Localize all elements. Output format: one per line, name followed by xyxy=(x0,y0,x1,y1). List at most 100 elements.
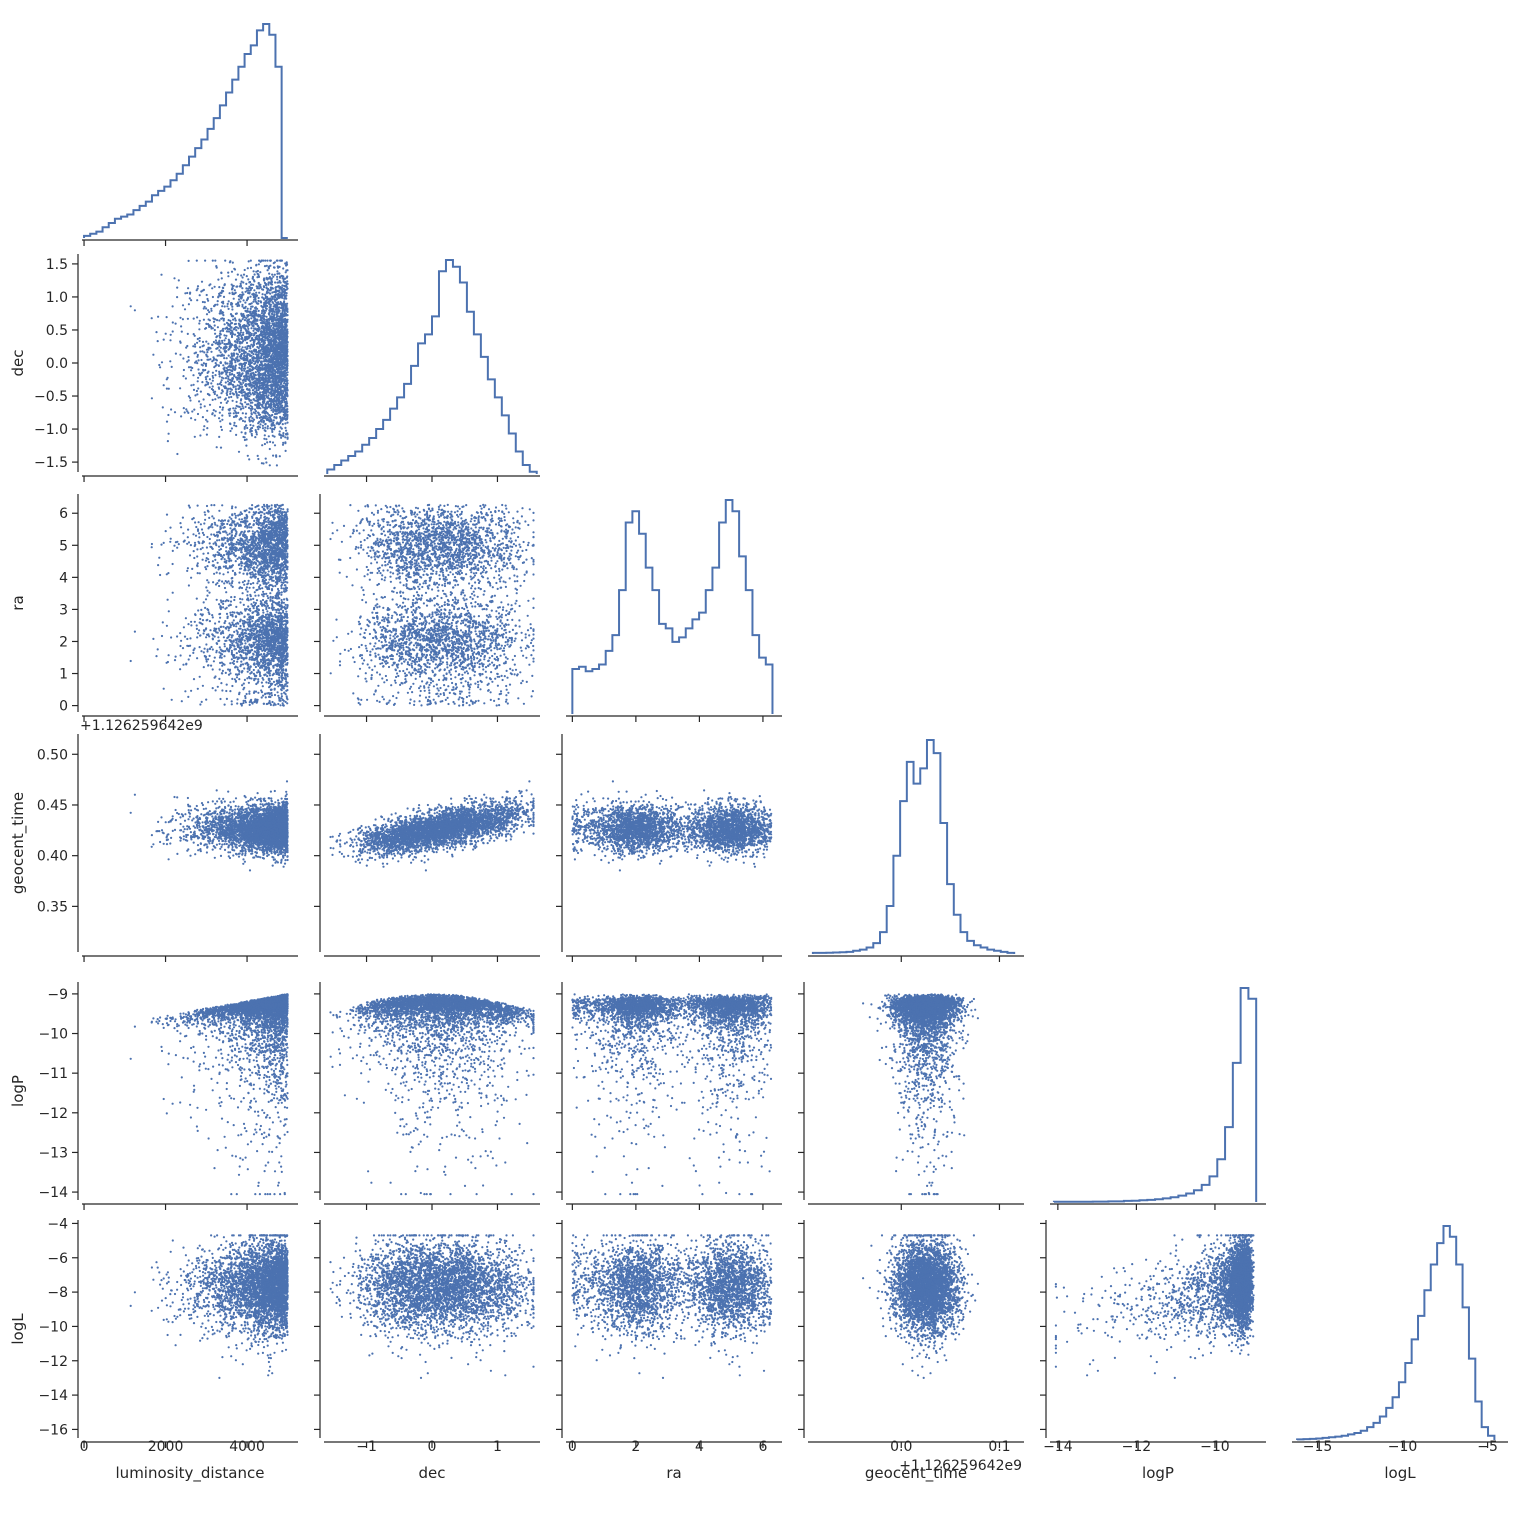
point xyxy=(241,394,243,396)
point xyxy=(238,394,240,396)
point xyxy=(253,299,255,301)
point xyxy=(199,340,201,342)
point xyxy=(173,277,175,279)
point xyxy=(264,373,266,375)
point xyxy=(238,298,240,300)
point xyxy=(223,339,225,341)
point xyxy=(209,378,211,380)
point xyxy=(280,410,282,412)
point xyxy=(233,424,235,426)
point xyxy=(193,318,195,320)
point xyxy=(231,322,233,324)
point xyxy=(229,372,231,374)
point xyxy=(247,278,249,280)
point xyxy=(284,282,286,284)
point xyxy=(214,374,216,376)
point xyxy=(244,368,246,370)
point xyxy=(212,385,214,387)
point xyxy=(274,363,276,365)
point xyxy=(216,394,218,396)
point xyxy=(215,362,217,364)
point xyxy=(203,319,205,321)
point xyxy=(230,356,232,358)
point xyxy=(266,374,268,376)
point xyxy=(207,300,209,302)
point xyxy=(207,343,209,345)
point xyxy=(172,321,174,323)
point xyxy=(194,343,196,345)
point xyxy=(260,322,262,324)
point xyxy=(249,429,251,431)
point xyxy=(215,365,217,367)
point xyxy=(205,341,207,343)
point xyxy=(252,425,254,427)
point xyxy=(220,351,222,353)
point xyxy=(204,384,206,386)
point xyxy=(238,338,240,340)
point xyxy=(215,339,217,341)
point xyxy=(286,305,288,307)
point xyxy=(217,383,219,385)
point xyxy=(258,389,260,391)
point xyxy=(276,413,278,415)
point xyxy=(228,396,230,398)
point xyxy=(258,425,260,427)
point xyxy=(273,436,275,438)
point xyxy=(226,392,228,394)
point xyxy=(267,269,269,271)
point xyxy=(244,432,246,434)
point xyxy=(258,282,260,284)
point xyxy=(190,366,192,368)
point xyxy=(203,289,205,291)
point xyxy=(206,294,208,296)
point xyxy=(242,334,244,336)
point xyxy=(264,386,266,388)
point xyxy=(163,384,165,386)
point xyxy=(245,424,247,426)
point xyxy=(218,340,220,342)
point xyxy=(256,323,258,325)
point xyxy=(281,284,283,286)
point xyxy=(270,395,272,397)
point xyxy=(278,409,280,411)
point xyxy=(247,267,249,269)
point xyxy=(188,303,190,305)
point xyxy=(221,342,223,344)
point xyxy=(284,262,286,264)
point xyxy=(212,399,214,401)
point xyxy=(244,420,246,422)
point xyxy=(226,330,228,332)
point xyxy=(187,318,189,320)
point xyxy=(264,294,266,296)
point xyxy=(202,345,204,347)
point xyxy=(187,333,189,335)
point xyxy=(272,441,274,443)
point xyxy=(210,310,212,312)
point xyxy=(258,292,260,294)
point xyxy=(248,350,250,352)
point xyxy=(263,396,265,398)
point xyxy=(273,262,275,264)
point xyxy=(222,330,224,332)
point xyxy=(221,389,223,391)
point xyxy=(184,411,186,413)
point xyxy=(250,308,252,310)
point xyxy=(240,408,242,410)
point xyxy=(214,415,216,417)
point xyxy=(223,357,225,359)
point xyxy=(244,436,246,438)
point xyxy=(208,311,210,313)
point xyxy=(219,330,221,332)
point xyxy=(276,276,278,278)
point xyxy=(226,362,228,364)
point xyxy=(258,310,260,312)
point xyxy=(168,433,170,435)
point xyxy=(168,388,170,390)
point xyxy=(229,423,231,425)
point xyxy=(237,274,239,276)
point xyxy=(250,313,252,315)
point xyxy=(176,453,178,455)
point xyxy=(183,407,185,409)
point xyxy=(169,360,171,362)
point xyxy=(203,398,205,400)
